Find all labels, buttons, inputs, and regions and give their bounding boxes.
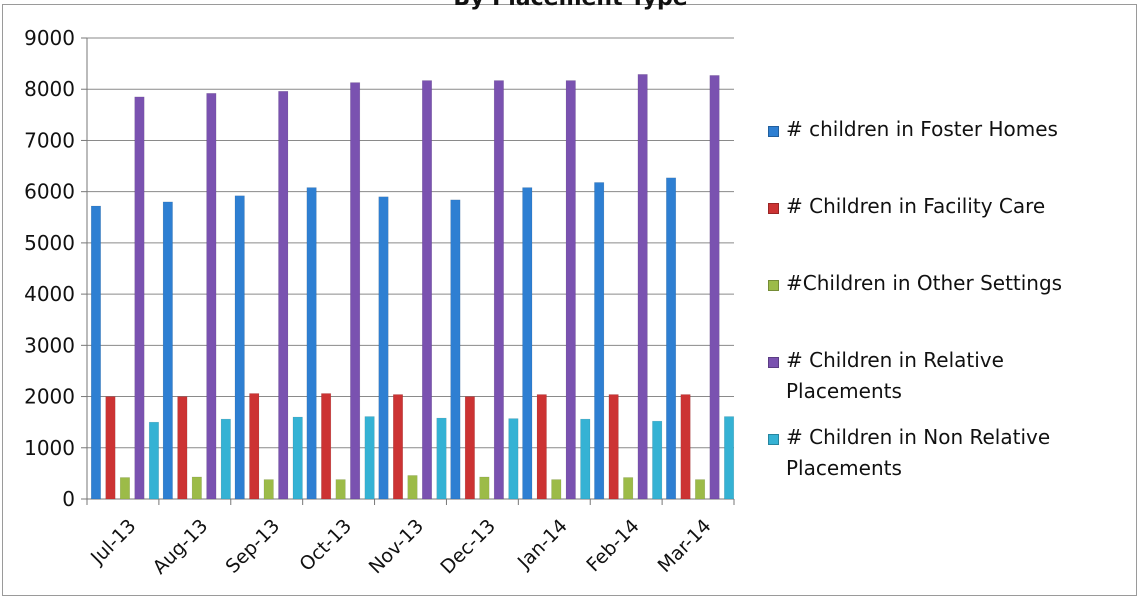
x-tick-label: Aug-13 xyxy=(149,515,213,579)
bar-Dec-13-series-3 xyxy=(493,80,504,500)
x-tick-label: Dec-13 xyxy=(436,515,500,579)
bar-Jan-14-series-4 xyxy=(580,418,591,500)
x-tick-label: Feb-14 xyxy=(582,515,643,576)
bar-Sep-13-series-4 xyxy=(292,416,303,500)
x-tick-label: Jan-14 xyxy=(513,515,572,574)
x-tick-label: Jul-13 xyxy=(86,515,140,569)
bar-Feb-14-series-2 xyxy=(623,477,634,500)
bar-Aug-13-series-1 xyxy=(177,396,188,500)
bar-Jan-14-series-2 xyxy=(551,479,562,500)
bar-Feb-14-series-4 xyxy=(652,420,663,500)
bar-Mar-14-series-3 xyxy=(709,75,720,500)
bar-Sep-13-series-0 xyxy=(234,195,245,500)
legend-label-facility-care: # Children in Facility Care xyxy=(786,194,1046,218)
y-tick-label: 9000 xyxy=(24,26,75,50)
bar-Dec-13-series-0 xyxy=(450,199,461,500)
legend-item-other-settings: #Children in Other Settings xyxy=(768,271,1126,299)
bar-Mar-14-series-1 xyxy=(680,394,691,500)
chart-title: By Placement Type xyxy=(0,0,1141,11)
bar-Mar-14-series-4 xyxy=(724,416,735,500)
bar-Dec-13-series-1 xyxy=(464,396,475,500)
x-tick-label: Oct-13 xyxy=(295,515,356,576)
legend-swatch-foster-homes xyxy=(768,126,779,137)
x-tick-label: Mar-14 xyxy=(654,515,716,577)
y-tick-label: 2000 xyxy=(24,385,75,409)
bar-Dec-13-series-4 xyxy=(508,418,519,500)
chart-frame xyxy=(2,4,1137,596)
bar-Sep-13-series-2 xyxy=(263,479,274,500)
y-tick-label: 6000 xyxy=(24,180,75,204)
legend-swatch-other-settings xyxy=(768,280,779,291)
y-tick-label: 1000 xyxy=(24,436,75,460)
legend-item-non-relative-placements: # Children in Non Relative Placements xyxy=(768,425,1126,484)
legend-label-non-relative-placements: # Children in Non Relative Placements xyxy=(786,425,1051,480)
bar-Oct-13-series-2 xyxy=(335,479,346,500)
bar-Oct-13-series-3 xyxy=(350,82,361,500)
bar-Jan-14-series-0 xyxy=(522,187,533,500)
legend-label-relative-placements: # Children in Relative Placements xyxy=(786,348,1004,403)
legend-label-other-settings: #Children in Other Settings xyxy=(786,271,1063,295)
x-tick-label: Sep-13 xyxy=(221,515,284,578)
legend-swatch-non-relative-placements xyxy=(768,434,779,445)
bar-Aug-13-series-0 xyxy=(162,201,173,500)
bar-Dec-13-series-2 xyxy=(479,476,490,500)
bar-Aug-13-series-3 xyxy=(206,93,217,500)
bar-Oct-13-series-1 xyxy=(321,393,332,500)
legend-item-relative-placements: # Children in Relative Placements xyxy=(768,348,1126,407)
bar-Aug-13-series-2 xyxy=(191,476,202,500)
bar-Aug-13-series-4 xyxy=(220,418,231,500)
bar-Nov-13-series-3 xyxy=(422,80,432,500)
bar-Jul-13-series-4 xyxy=(148,421,159,500)
bar-Nov-13-series-4 xyxy=(436,417,447,500)
legend-swatch-relative-placements xyxy=(768,357,779,368)
bar-Oct-13-series-0 xyxy=(306,187,317,500)
bar-Jul-13-series-0 xyxy=(90,205,101,500)
legend-item-facility-care: # Children in Facility Care xyxy=(768,194,1126,222)
legend-swatch-facility-care xyxy=(768,203,779,214)
bar-Jan-14-series-3 xyxy=(565,80,576,500)
y-tick-label: 4000 xyxy=(24,282,75,306)
y-tick-label: 7000 xyxy=(24,128,75,152)
bar-Feb-14-series-3 xyxy=(637,74,648,500)
bar-Oct-13-series-4 xyxy=(364,416,375,500)
bar-Nov-13-series-1 xyxy=(393,394,403,500)
bar-Mar-14-series-0 xyxy=(666,177,677,500)
bar-Sep-13-series-3 xyxy=(278,91,289,500)
y-tick-label: 8000 xyxy=(24,77,75,101)
bar-Jul-13-series-1 xyxy=(105,396,116,500)
bar-Feb-14-series-0 xyxy=(594,182,605,500)
legend-label-foster-homes: # children in Foster Homes xyxy=(786,117,1058,141)
bar-Jul-13-series-2 xyxy=(119,477,130,500)
bar-Nov-13-series-0 xyxy=(378,196,389,500)
y-tick-label: 3000 xyxy=(24,333,75,357)
bar-Nov-13-series-2 xyxy=(407,475,418,500)
x-tick-label: Nov-13 xyxy=(365,515,428,578)
bar-Mar-14-series-2 xyxy=(695,479,706,500)
y-tick-label: 0 xyxy=(62,487,75,511)
y-tick-label: 5000 xyxy=(24,231,75,255)
bar-Sep-13-series-1 xyxy=(249,393,260,500)
bar-Jan-14-series-1 xyxy=(536,394,547,500)
bar-Feb-14-series-1 xyxy=(608,394,619,500)
legend-item-foster-homes: # children in Foster Homes xyxy=(768,117,1126,145)
bar-Jul-13-series-3 xyxy=(134,96,145,500)
